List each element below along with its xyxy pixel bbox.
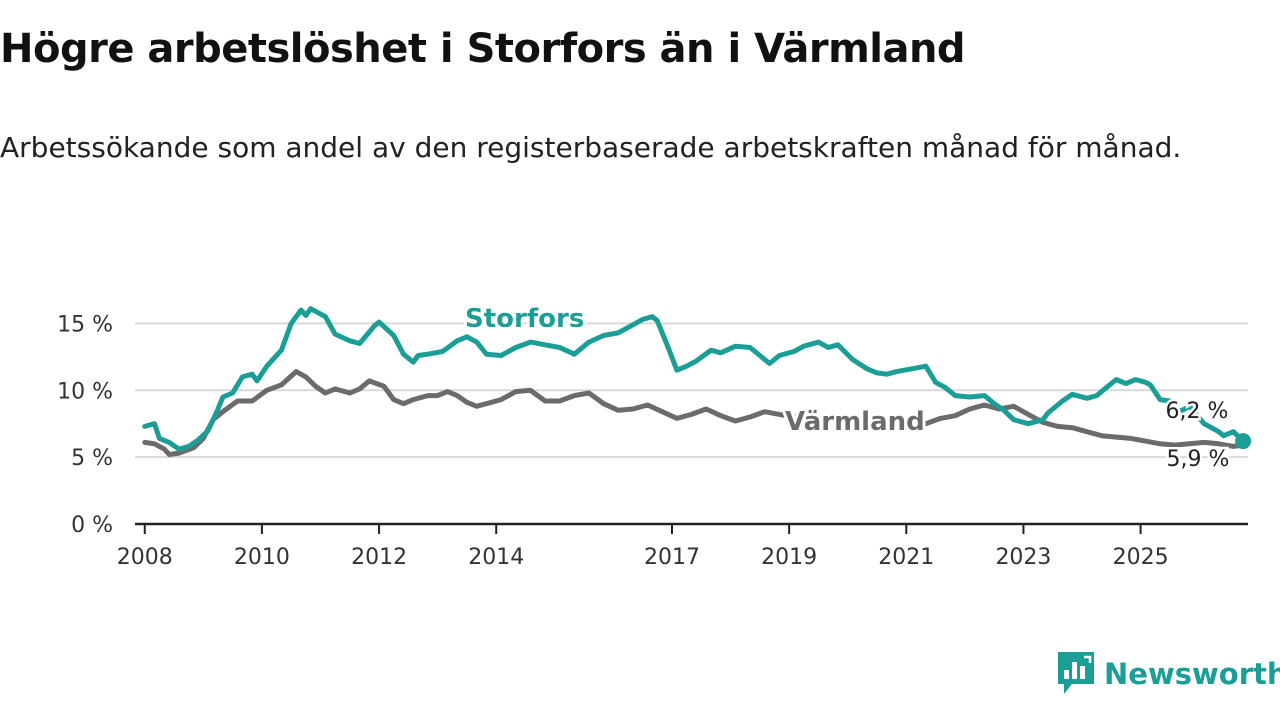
series-lines [142, 306, 1252, 457]
series-name-label: Storfors [465, 304, 584, 334]
x-tick-label: 2014 [468, 545, 524, 570]
chart-subtitle: Arbetssökande som andel av den registerb… [0, 131, 1182, 164]
chart-title: Högre arbetslöshet i Storfors än i Värml… [0, 26, 966, 72]
y-tick-label: 0 % [71, 513, 113, 538]
x-tick-label: 2010 [234, 545, 290, 570]
end-value-label: 5,9 % [1167, 447, 1230, 472]
x-tick-label: 2021 [878, 545, 934, 570]
end-value-label: 6,2 % [1166, 399, 1229, 424]
series-name-label: Värmland [785, 407, 925, 437]
x-tick-label: 2017 [644, 545, 700, 570]
x-tick-label: 2023 [995, 545, 1051, 570]
gridlines [135, 322, 1248, 459]
x-tick-label: 2019 [761, 545, 817, 570]
series-labels: Värmland 5,9 % Storfors 6,2 % [462, 301, 1232, 475]
y-tick-label: 15 % [57, 312, 113, 337]
series-line-varmland [142, 369, 1246, 457]
series-line-storfors [142, 306, 1246, 452]
y-axis-ticks: 0 % 5 % 10 % 15 % [57, 312, 113, 538]
x-tick-label: 2025 [1113, 545, 1169, 570]
x-tick-label: 2008 [117, 545, 173, 570]
newsworthy-brand: Newsworthy [1058, 652, 1280, 696]
x-axis: 2008 2010 2012 2014 2017 2019 2021 2023 2025 [117, 522, 1248, 570]
x-tick-label: 2012 [351, 545, 407, 570]
newsworthy-logo-icon [1058, 652, 1094, 694]
y-tick-label: 5 % [71, 446, 113, 471]
brand-name: Newsworthy [1104, 657, 1280, 691]
y-tick-label: 10 % [57, 379, 113, 404]
end-point-marker [1235, 433, 1252, 450]
